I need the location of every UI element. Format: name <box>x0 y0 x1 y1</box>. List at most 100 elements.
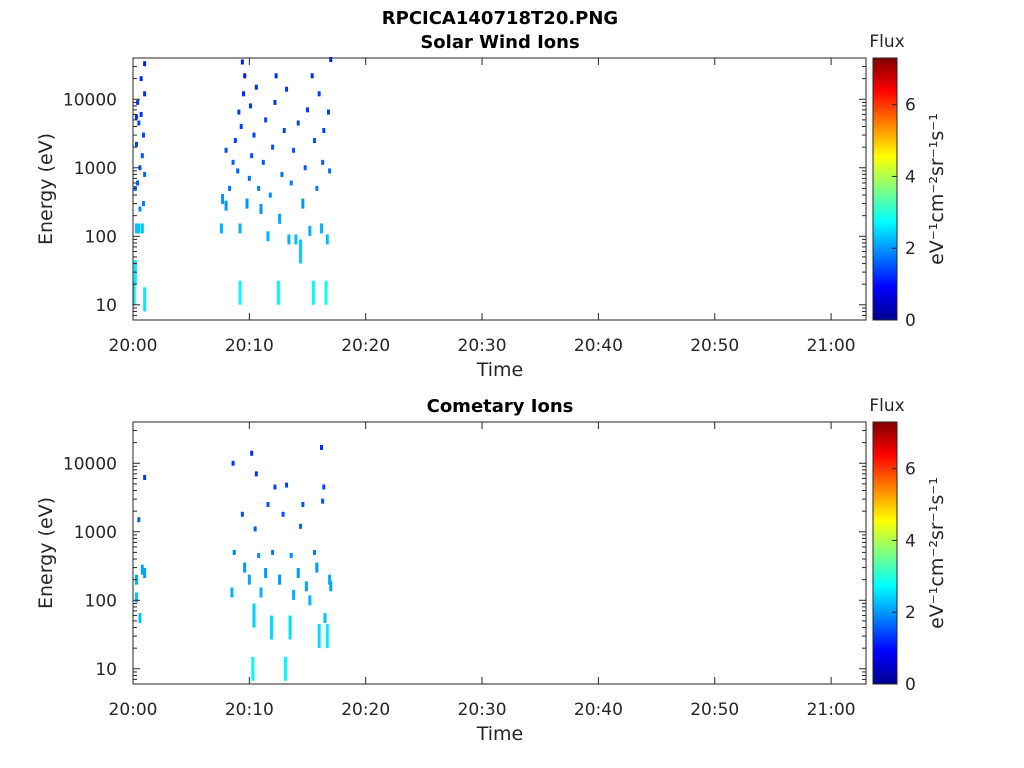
data-cell <box>238 280 242 305</box>
colorbar-scale <box>872 421 898 685</box>
colorbar-tick-label: 4 <box>905 531 916 551</box>
data-cell <box>326 109 330 115</box>
data-cell <box>143 474 147 480</box>
data-cell <box>285 86 289 92</box>
data-cell <box>254 84 258 90</box>
y-tick-label: 10000 <box>63 90 117 110</box>
data-cell <box>136 99 140 105</box>
data-cell <box>268 192 272 198</box>
data-cell <box>321 159 325 165</box>
data-cell <box>308 595 312 606</box>
data-cell <box>249 103 253 109</box>
panel-title: Solar Wind Ions <box>420 32 579 53</box>
data-cell <box>301 502 305 508</box>
data-cell <box>221 194 225 205</box>
data-cell <box>266 502 270 508</box>
data-cell <box>231 460 235 466</box>
data-cell <box>143 61 147 67</box>
data-cell <box>143 568 147 579</box>
data-cell <box>134 114 138 120</box>
colorbar: Flux 0 2 4 6 eV⁻¹cm⁻²sr⁻¹s⁻¹ <box>869 32 948 331</box>
data-cell <box>296 568 300 579</box>
data-cell <box>254 471 258 477</box>
data-cell <box>259 204 263 215</box>
data-cell <box>311 280 315 305</box>
y-tick-label: 10 <box>95 660 117 680</box>
data-cell <box>137 223 141 234</box>
data-cell <box>141 132 145 138</box>
data-cell <box>306 107 310 113</box>
data-cell <box>253 526 257 532</box>
data-cell <box>292 147 296 153</box>
data-cell <box>317 91 321 97</box>
x-axis-label: Time <box>476 723 524 745</box>
x-tick-label: 20:20 <box>341 700 390 720</box>
data-cell <box>143 287 147 312</box>
x-tick-label: 20:00 <box>109 700 158 720</box>
data-cell <box>264 568 268 579</box>
data-cell <box>294 234 298 245</box>
data-cell <box>239 124 243 130</box>
data-cell <box>283 656 287 681</box>
x-axis: 20:00 20:10 20:20 20:30 20:40 20:50 21:00 <box>109 58 856 356</box>
data-cell <box>143 171 147 177</box>
colorbar-units: eV⁻¹cm⁻²sr⁻¹s⁻¹ <box>926 113 948 265</box>
x-tick-label: 20:00 <box>109 336 158 356</box>
data-cell <box>261 159 265 165</box>
data-cell <box>245 198 249 209</box>
y-axis-label: Energy (eV) <box>35 497 57 609</box>
data-cell <box>140 153 144 159</box>
colorbar-tick-label: 2 <box>905 239 916 259</box>
data-cell <box>243 73 247 79</box>
x-tick-label: 20:10 <box>225 700 274 720</box>
x-tick-label: 20:50 <box>690 336 739 356</box>
colorbar-title: Flux <box>869 396 904 416</box>
data-cell <box>257 553 261 559</box>
data-cell <box>137 517 141 523</box>
panel-cometary: Cometary Ions 20:00 20:10 20:20 20:30 20:40 2… <box>35 396 948 745</box>
panel-solar-wind: Solar Wind Ions 20:00 20:10 20:20 20:30 20:4… <box>35 32 948 381</box>
x-tick-label: 20:50 <box>690 700 739 720</box>
data-cell <box>274 73 278 79</box>
data-cell <box>328 168 332 174</box>
data-cell <box>228 185 232 191</box>
data-cell <box>322 484 326 490</box>
data-cell <box>303 165 307 171</box>
x-tick-label: 21:00 <box>807 700 856 720</box>
colorbar-tick-label: 6 <box>905 460 916 480</box>
x-axis: 20:00 20:10 20:20 20:30 20:40 20:50 21:00 <box>109 422 856 720</box>
colorbar-title: Flux <box>869 32 904 52</box>
data-cell <box>233 138 237 144</box>
data-cell <box>319 223 323 234</box>
data-cell <box>285 482 289 488</box>
data-cell <box>141 201 145 207</box>
data-cell <box>301 198 305 209</box>
data-cell <box>324 280 328 305</box>
data-cell <box>315 562 319 573</box>
data-cell <box>250 450 254 456</box>
data-cell <box>250 153 254 159</box>
data-cell <box>292 589 296 600</box>
data-cell <box>139 111 143 117</box>
data-cell <box>273 484 277 490</box>
data-cell <box>289 553 293 559</box>
colorbar-tick-label: 6 <box>905 96 916 116</box>
data-cell <box>136 180 140 186</box>
heatmap-marks <box>134 444 333 681</box>
y-tick-label: 100 <box>85 227 117 247</box>
colorbar-scale <box>872 57 898 321</box>
data-cell <box>257 185 261 191</box>
x-tick-label: 20:40 <box>574 700 623 720</box>
data-cell <box>243 562 247 573</box>
data-cell <box>140 223 144 234</box>
data-cell <box>242 91 246 97</box>
colorbar-tick-label: 0 <box>905 311 916 331</box>
data-cell <box>278 213 282 224</box>
data-cell <box>319 444 323 450</box>
heatmap-marks <box>132 57 333 312</box>
data-cell <box>329 57 333 63</box>
data-cell <box>137 120 141 126</box>
data-cell <box>273 99 277 105</box>
data-cell <box>287 234 291 245</box>
data-cell <box>325 624 329 649</box>
